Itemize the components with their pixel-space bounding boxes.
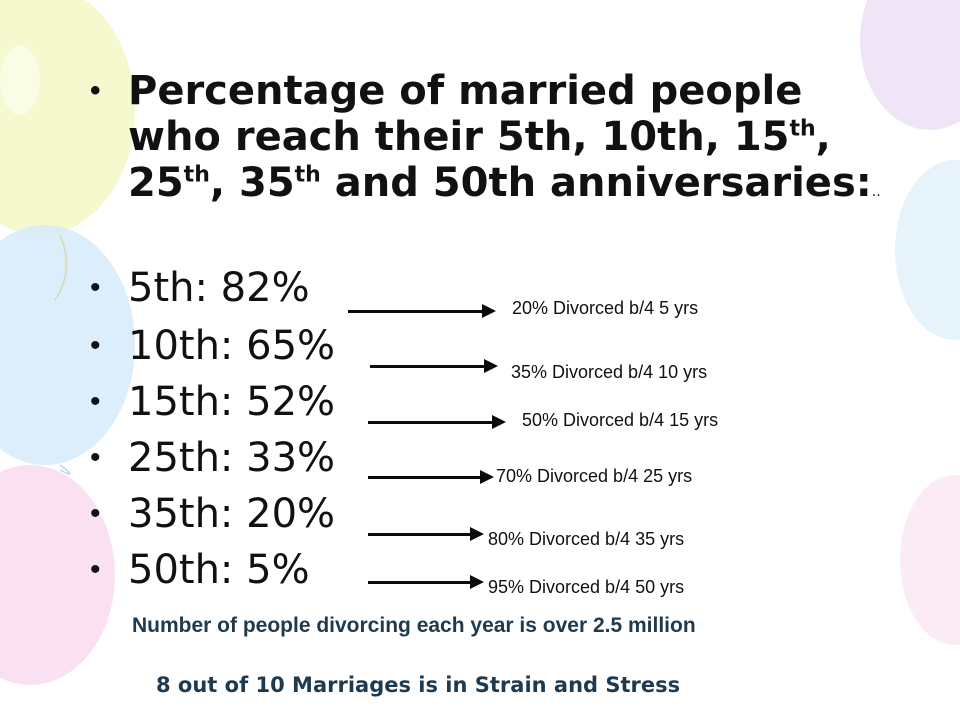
note-35th: 80% Divorced b/4 35 yrs bbox=[488, 529, 685, 549]
stat-10th: • 10th: 65% bbox=[90, 323, 336, 369]
balloon-string-1 bbox=[54, 234, 68, 301]
yellow-balloon-highlight bbox=[0, 45, 40, 115]
note-50th: 95% Divorced b/4 50 yrs bbox=[488, 577, 685, 597]
pink-balloon-left bbox=[0, 465, 115, 685]
note-5th: 20% Divorced b/4 5 yrs bbox=[512, 298, 699, 318]
title-bullet: • Percentage of married people who reach… bbox=[90, 68, 890, 215]
slide-title: Percentage of married people who reach t… bbox=[128, 68, 881, 206]
pink-balloon-right bbox=[900, 475, 960, 645]
note-15th: 50% Divorced b/4 15 yrs bbox=[522, 410, 719, 430]
note-10th: 35% Divorced b/4 10 yrs bbox=[511, 362, 708, 382]
stat-50th: • 50th: 5% bbox=[90, 547, 310, 593]
note-25th: 70% Divorced b/4 25 yrs bbox=[496, 466, 693, 486]
stat-15th: • 15th: 52% bbox=[90, 379, 336, 425]
stat-25th: • 25th: 33% bbox=[90, 435, 336, 481]
blue-balloon-right bbox=[895, 160, 960, 340]
stat-5th: • 5th: 82% bbox=[90, 265, 310, 311]
blue-balloon-left bbox=[0, 225, 135, 465]
stat-35th: • 35th: 20% bbox=[90, 491, 336, 537]
strain-footer: 8 out of 10 Marriages is in Strain and S… bbox=[156, 673, 681, 697]
purple-balloon-top-right bbox=[860, 0, 960, 130]
divorce-count-footer: Number of people divorcing each year is … bbox=[132, 614, 696, 637]
bullet-dot: • bbox=[90, 74, 101, 107]
balloon-string-2 bbox=[59, 464, 71, 475]
